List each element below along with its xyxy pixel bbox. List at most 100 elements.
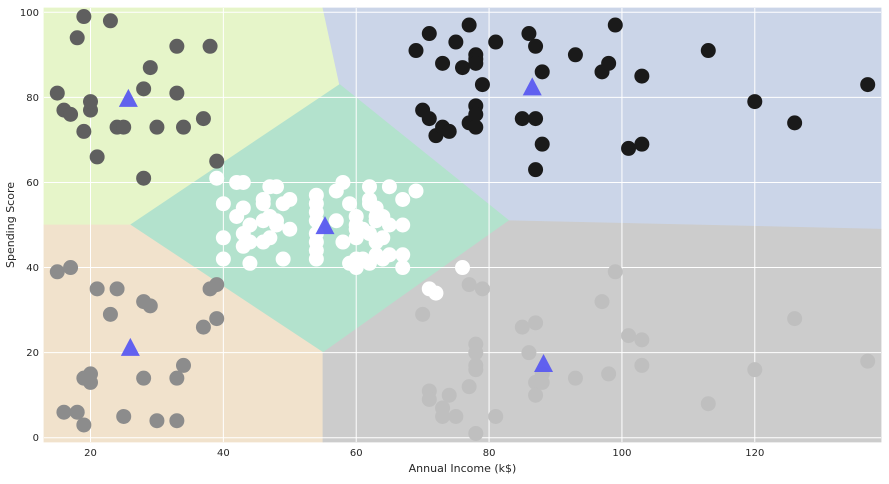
y-tick-label: 60 [26,178,39,189]
cluster-3-point [195,319,211,335]
cluster-4-point [567,370,583,386]
cluster-4-point [435,400,451,416]
cluster-2-point [335,234,351,250]
cluster-1-point [461,17,477,33]
cluster-1-point [514,111,530,127]
cluster-0-point [102,13,118,29]
grid-lines [44,8,881,442]
cluster-4-point [415,306,431,322]
cluster-4-point [594,294,610,310]
cluster-4-point [534,374,550,390]
cluster-4-point [468,345,484,361]
cluster-1-point [441,123,457,139]
cluster-2-point [242,234,258,250]
cluster-0-point [76,9,92,25]
cluster-2-point [282,191,298,207]
cluster-0-point [209,153,225,169]
cluster-1-point [607,17,623,33]
cluster-3-point [176,357,191,373]
cluster-1-point [455,60,470,76]
cluster-2-point [395,191,411,207]
y-tick-label: 20 [26,348,39,359]
cluster-1-point [534,136,550,152]
cluster-1-point [528,38,544,54]
x-tick-label: 60 [350,448,363,459]
cluster-3-point [169,370,185,386]
cluster-3-point [63,260,79,276]
y-axis-label: Spending Score [4,182,17,268]
y-tick-label: 80 [26,93,39,104]
cluster-2-point [308,251,324,267]
cluster-0-point [136,81,152,97]
cluster-1-point [408,43,424,59]
cluster-1-point [474,77,490,93]
cluster-2-point [428,285,444,301]
cluster-1-point [521,26,537,42]
cluster-3-point [142,298,158,314]
cluster-4-point [747,362,763,378]
cluster-4-point [488,408,504,424]
cluster-0-point [142,60,158,76]
cluster-3-point [56,404,72,420]
x-tick-label: 80 [483,448,496,459]
cluster-4-point [621,328,637,344]
cluster-4-point [421,391,437,407]
cluster-2-point [215,230,231,246]
cluster-3-point [102,306,118,322]
centroid-marker [118,88,138,107]
cluster-1-point [528,162,544,178]
cluster-2-point [395,260,411,276]
cluster-3-point [209,311,225,327]
cluster-3-point [109,281,125,297]
cluster-2-point [342,196,358,212]
centroid-marker [315,216,335,235]
x-tick-label: 120 [745,448,764,459]
cluster-4-point [461,277,477,293]
cluster-1-point [700,43,716,59]
cluster-2-point [335,174,351,190]
cluster-0-point [176,119,191,135]
y-tick-label: 40 [26,263,39,274]
cluster-3-point [69,404,85,420]
x-tick-label: 20 [84,448,97,459]
cluster-0-point [49,85,65,101]
cluster-4-point [468,362,484,378]
cluster-2-point [381,179,397,195]
centroid-marker [534,353,554,372]
cluster-2-point [275,251,291,267]
cluster-2-point [262,230,278,246]
cluster-2-point [282,221,298,237]
cluster-3-point [149,413,165,429]
cluster-2-point [408,183,424,199]
cluster-0-point [195,111,211,127]
cluster-0-point [83,94,98,110]
cluster-4-point [787,311,803,327]
cluster-3-point [89,281,105,297]
cluster-1-point [534,64,550,80]
cluster-2-point [269,179,284,195]
cluster-4-point [474,281,490,297]
cluster-0-point [169,85,185,101]
cluster-2-point [381,247,397,263]
cluster-0-point [63,106,79,122]
cluster-2-point [328,213,344,229]
cluster-0-point [69,30,85,46]
cluster-1-point [528,111,544,127]
cluster-1-point [488,34,504,50]
cluster-4-point [448,408,464,424]
cluster-2-point [242,255,258,271]
cluster-3-point [76,417,92,433]
cluster-4-point [461,379,477,395]
cluster-2-point [395,247,411,263]
cluster-4-point [528,315,544,331]
cluster-3-point [209,277,225,293]
cluster-2-point [235,200,251,216]
cluster-3-point [169,413,185,429]
cluster-3-point [83,374,98,390]
cluster-4-point [521,345,537,361]
cluster-0-point [136,170,152,186]
cluster-2-point [242,217,258,233]
cluster-1-point [601,55,617,71]
